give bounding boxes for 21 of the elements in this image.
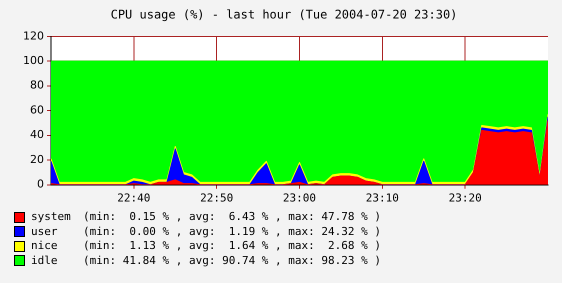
text: (min: 1.13 % , avg: 1.64 % , max: 2.68 % )	[83, 239, 382, 254]
text: (min: 41.84 % , avg: 90.74 % , max: 98.23 % )	[83, 254, 382, 268]
legend-label: idle	[31, 254, 58, 268]
y-tick-label: 80	[30, 78, 44, 92]
y-tick-label: 40	[30, 128, 44, 142]
legend-label: nice	[31, 239, 58, 254]
legend-label: user	[31, 224, 58, 239]
y-tick-label: 0	[36, 178, 44, 191]
text: (min: 0.00 % , avg: 1.19 % , max: 24.32 % )	[83, 224, 382, 239]
x-tick-label: 23:00	[282, 191, 316, 204]
x-tick-label: 23:20	[448, 191, 482, 204]
y-tick-label: 120	[22, 29, 44, 42]
x-tick-label: 23:10	[366, 191, 399, 204]
chart-title: CPU usage (%) - last hour (Tue 2004-07-20 23:30)	[110, 7, 458, 22]
y-tick-label: 60	[30, 103, 44, 116]
y-tick-label: 20	[30, 152, 44, 166]
x-tick-label: 22:40	[117, 191, 150, 204]
y-tick-label: 100	[22, 54, 44, 67]
text: (min: 0.15 % , avg: 6.43 % , max: 47.78 % )	[83, 210, 382, 224]
legend-label: system	[31, 210, 72, 224]
x-tick-label: 22:50	[200, 191, 234, 204]
